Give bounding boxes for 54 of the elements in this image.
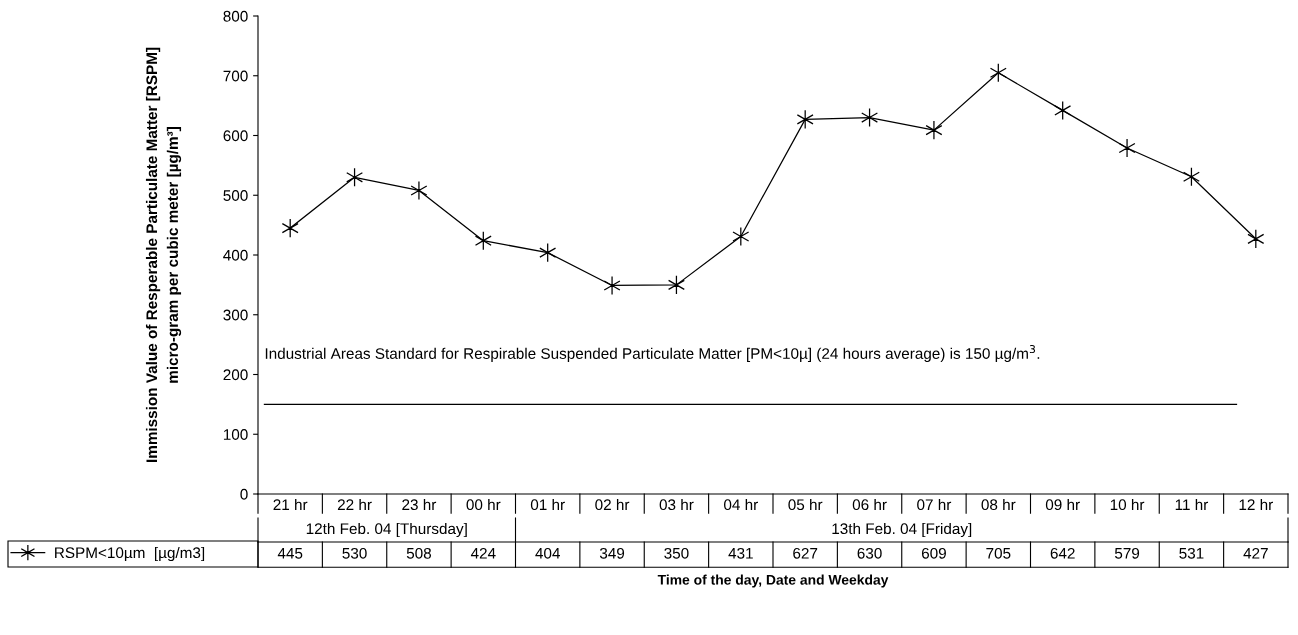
point bbox=[603, 275, 621, 296]
x-tick-label: 22 hr bbox=[337, 498, 372, 510]
y-tick-label: 400 bbox=[223, 249, 248, 261]
data-label: 642 bbox=[1050, 547, 1075, 559]
y-tick-label: 300 bbox=[223, 309, 248, 321]
y-tick-label: 500 bbox=[223, 190, 248, 201]
y-tick-label: 0 bbox=[240, 488, 248, 500]
x-tick-label: 02 hr bbox=[595, 498, 630, 511]
data-label: 349 bbox=[599, 547, 625, 559]
ref-line-label: Industrial Areas Standard for Respirable Suspended Particulate Matter [PM<10µ] (24 hours average) is 150 µg/m$^{3}$. bbox=[265, 345, 1040, 362]
x-tick-label: 04 hr bbox=[724, 498, 758, 511]
data-label: 445 bbox=[277, 548, 303, 559]
data-label: 350 bbox=[664, 547, 689, 559]
point bbox=[732, 226, 750, 247]
x-tick-label: 21 hr bbox=[273, 498, 308, 510]
x-tick-label: 11 hr bbox=[1175, 498, 1209, 510]
data-label: 427 bbox=[1243, 547, 1268, 559]
x-tick-label: 05 hr bbox=[788, 498, 823, 511]
x-tick-label: 08 hr bbox=[981, 498, 1016, 511]
y-tick-label: 800 bbox=[223, 10, 248, 22]
x-tick-label: 23 hr bbox=[402, 498, 437, 511]
point bbox=[1182, 167, 1200, 187]
point bbox=[410, 180, 428, 201]
x-axis-title: Time of the day, Date and Weekday bbox=[657, 574, 889, 588]
y-tick-label: 600 bbox=[223, 130, 248, 142]
y-tick-label: 100 bbox=[223, 429, 248, 440]
data-label: 609 bbox=[921, 547, 946, 559]
x-tick-label: 00 hr bbox=[466, 498, 501, 511]
point bbox=[1118, 138, 1136, 158]
x-tick-label: 07 hr bbox=[917, 498, 952, 511]
data-label: 508 bbox=[406, 547, 432, 559]
text: 12th Feb. 04 [Thursday] bbox=[306, 522, 467, 538]
x-tick-label: 06 hr bbox=[852, 498, 887, 511]
point bbox=[1247, 229, 1265, 249]
data-label: 531 bbox=[1179, 547, 1204, 559]
x-tick-label: 09 hr bbox=[1045, 498, 1080, 511]
data-label: 627 bbox=[793, 547, 818, 559]
x-tick-label: 01 hr bbox=[530, 498, 565, 511]
data-label: 705 bbox=[986, 547, 1011, 559]
point bbox=[925, 120, 943, 140]
data-label: 424 bbox=[470, 547, 496, 559]
x-tick-label: 10 hr bbox=[1110, 498, 1145, 511]
y-tick-label: 700 bbox=[223, 70, 248, 82]
data-label: 579 bbox=[1114, 547, 1140, 559]
legend-label: RSPM<10µm [µg/m3] bbox=[55, 546, 205, 562]
data-label: 431 bbox=[728, 547, 753, 559]
y-tick-label: 200 bbox=[223, 369, 248, 381]
x-tick-label: 12 hr bbox=[1239, 498, 1273, 510]
data-label: 630 bbox=[857, 547, 882, 559]
text: 13th Feb. 04 [Friday] bbox=[832, 522, 972, 538]
data-label: 404 bbox=[535, 547, 560, 559]
y-axis-title: Immission Value of Resperable Particulate Matter [RSPM] micro-gram per cubic meter [µg/m³] bbox=[145, 47, 182, 462]
data-label: 530 bbox=[342, 547, 367, 559]
x-tick-label: 03 hr bbox=[659, 498, 694, 511]
